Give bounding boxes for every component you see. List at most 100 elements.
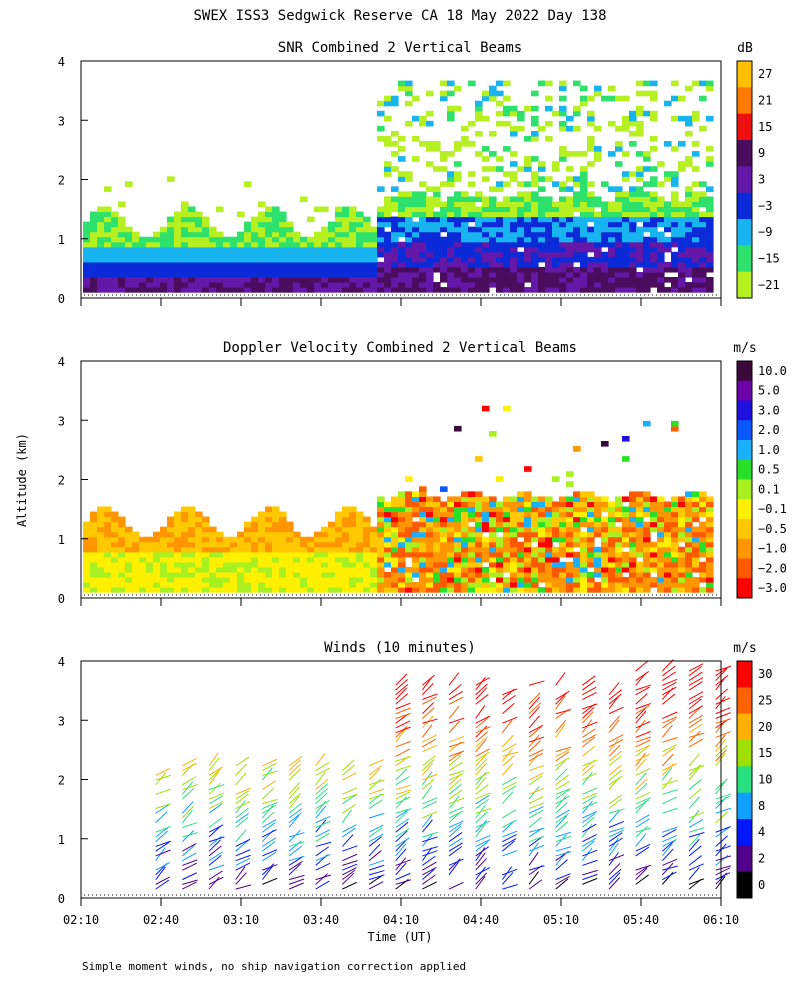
doppler-cell bbox=[531, 496, 539, 503]
doppler-cell bbox=[272, 551, 280, 558]
wind-barb bbox=[475, 823, 486, 838]
wind-barb bbox=[582, 787, 598, 795]
doppler-cell bbox=[447, 511, 455, 518]
wind-barb bbox=[661, 843, 673, 857]
doppler-cell bbox=[356, 561, 364, 568]
snr-cell bbox=[209, 256, 217, 263]
snr-cell bbox=[545, 80, 553, 87]
snr-cell bbox=[622, 261, 630, 268]
snr-cell bbox=[132, 266, 140, 273]
doppler-cell bbox=[356, 566, 364, 573]
doppler-cell bbox=[83, 531, 91, 538]
doppler-cell bbox=[125, 577, 133, 583]
snr-cell bbox=[699, 226, 707, 233]
doppler-cell bbox=[195, 566, 203, 573]
snr-cell bbox=[223, 246, 231, 253]
doppler-cell bbox=[412, 556, 420, 563]
snr-cell bbox=[335, 251, 343, 258]
snr-cell bbox=[685, 226, 693, 233]
snr-cell bbox=[573, 176, 581, 182]
snr-cell bbox=[524, 135, 532, 142]
doppler-cell bbox=[587, 501, 595, 508]
snr-cell bbox=[356, 221, 364, 228]
doppler-cell bbox=[244, 587, 252, 593]
doppler-cell bbox=[328, 582, 336, 588]
wind-barb bbox=[395, 776, 410, 786]
snr-cell bbox=[146, 251, 154, 258]
doppler-cell bbox=[643, 566, 651, 573]
doppler-cell bbox=[559, 526, 567, 533]
snr-cell bbox=[517, 256, 525, 263]
snr-cell bbox=[706, 282, 714, 288]
doppler-cell bbox=[244, 541, 252, 548]
doppler-cell bbox=[258, 556, 266, 563]
snr-cell bbox=[419, 231, 427, 238]
doppler-cell bbox=[496, 516, 504, 523]
doppler-cell bbox=[391, 531, 399, 538]
snr-cell bbox=[531, 246, 539, 253]
wind-barb bbox=[235, 838, 251, 847]
doppler-cell bbox=[209, 566, 217, 573]
doppler-cell bbox=[195, 526, 203, 533]
snr-cell bbox=[181, 216, 189, 223]
doppler-cell bbox=[363, 587, 371, 593]
snr-cell bbox=[230, 266, 238, 273]
doppler-cell bbox=[118, 521, 126, 528]
doppler-cell bbox=[307, 577, 315, 583]
snr-cell bbox=[475, 287, 483, 293]
snr-cell bbox=[377, 226, 385, 233]
snr-cell bbox=[125, 241, 133, 248]
snr-cell bbox=[545, 266, 553, 273]
snr-cell bbox=[503, 277, 511, 283]
doppler-cell bbox=[104, 516, 112, 523]
snr-cell bbox=[391, 236, 399, 243]
doppler-cell bbox=[608, 577, 616, 583]
doppler-cell bbox=[643, 571, 651, 578]
snr-cell bbox=[482, 271, 490, 278]
doppler-cell bbox=[496, 561, 504, 568]
doppler-cell bbox=[671, 425, 679, 432]
wind-barb bbox=[608, 808, 625, 814]
wind-barb bbox=[715, 688, 728, 700]
wind-barb bbox=[208, 766, 223, 776]
doppler-cell bbox=[517, 516, 525, 523]
snr-cell bbox=[237, 266, 245, 273]
snr-cell bbox=[510, 221, 518, 228]
snr-cell bbox=[629, 236, 637, 243]
doppler-cell bbox=[580, 491, 588, 497]
doppler-cell bbox=[272, 566, 280, 573]
doppler-cell bbox=[503, 511, 511, 518]
doppler-cell bbox=[496, 511, 504, 518]
doppler-cell bbox=[566, 566, 574, 573]
snr-cell bbox=[426, 261, 434, 268]
doppler-cell bbox=[251, 566, 259, 573]
snr-cell bbox=[629, 141, 637, 147]
snr-cell bbox=[615, 191, 623, 197]
doppler-cell bbox=[657, 531, 665, 538]
snr-cell bbox=[685, 261, 693, 268]
doppler-cell bbox=[223, 566, 231, 573]
wind-barb bbox=[475, 820, 491, 828]
wind-barb bbox=[421, 682, 434, 696]
snr-cell bbox=[615, 277, 623, 283]
winds-xtick-label: 06:10 bbox=[703, 913, 739, 927]
snr-cell bbox=[307, 277, 315, 283]
doppler-cell bbox=[489, 556, 497, 563]
snr-cell bbox=[657, 201, 665, 208]
doppler-cell bbox=[496, 587, 504, 593]
snr-cell bbox=[482, 156, 490, 162]
doppler-cell bbox=[426, 521, 434, 528]
doppler-cell bbox=[664, 501, 672, 508]
snr-cell bbox=[132, 282, 140, 288]
snr-cell bbox=[440, 246, 448, 253]
snr-cell bbox=[573, 251, 581, 258]
snr-cell bbox=[384, 261, 392, 268]
doppler-cell bbox=[104, 582, 112, 588]
doppler-cell bbox=[615, 541, 623, 548]
snr-cell bbox=[468, 277, 476, 283]
snr-cell bbox=[335, 282, 343, 288]
snr-cell bbox=[265, 256, 273, 263]
doppler-cell bbox=[202, 587, 210, 593]
snr-cell bbox=[272, 256, 280, 263]
doppler-cell bbox=[454, 566, 462, 573]
